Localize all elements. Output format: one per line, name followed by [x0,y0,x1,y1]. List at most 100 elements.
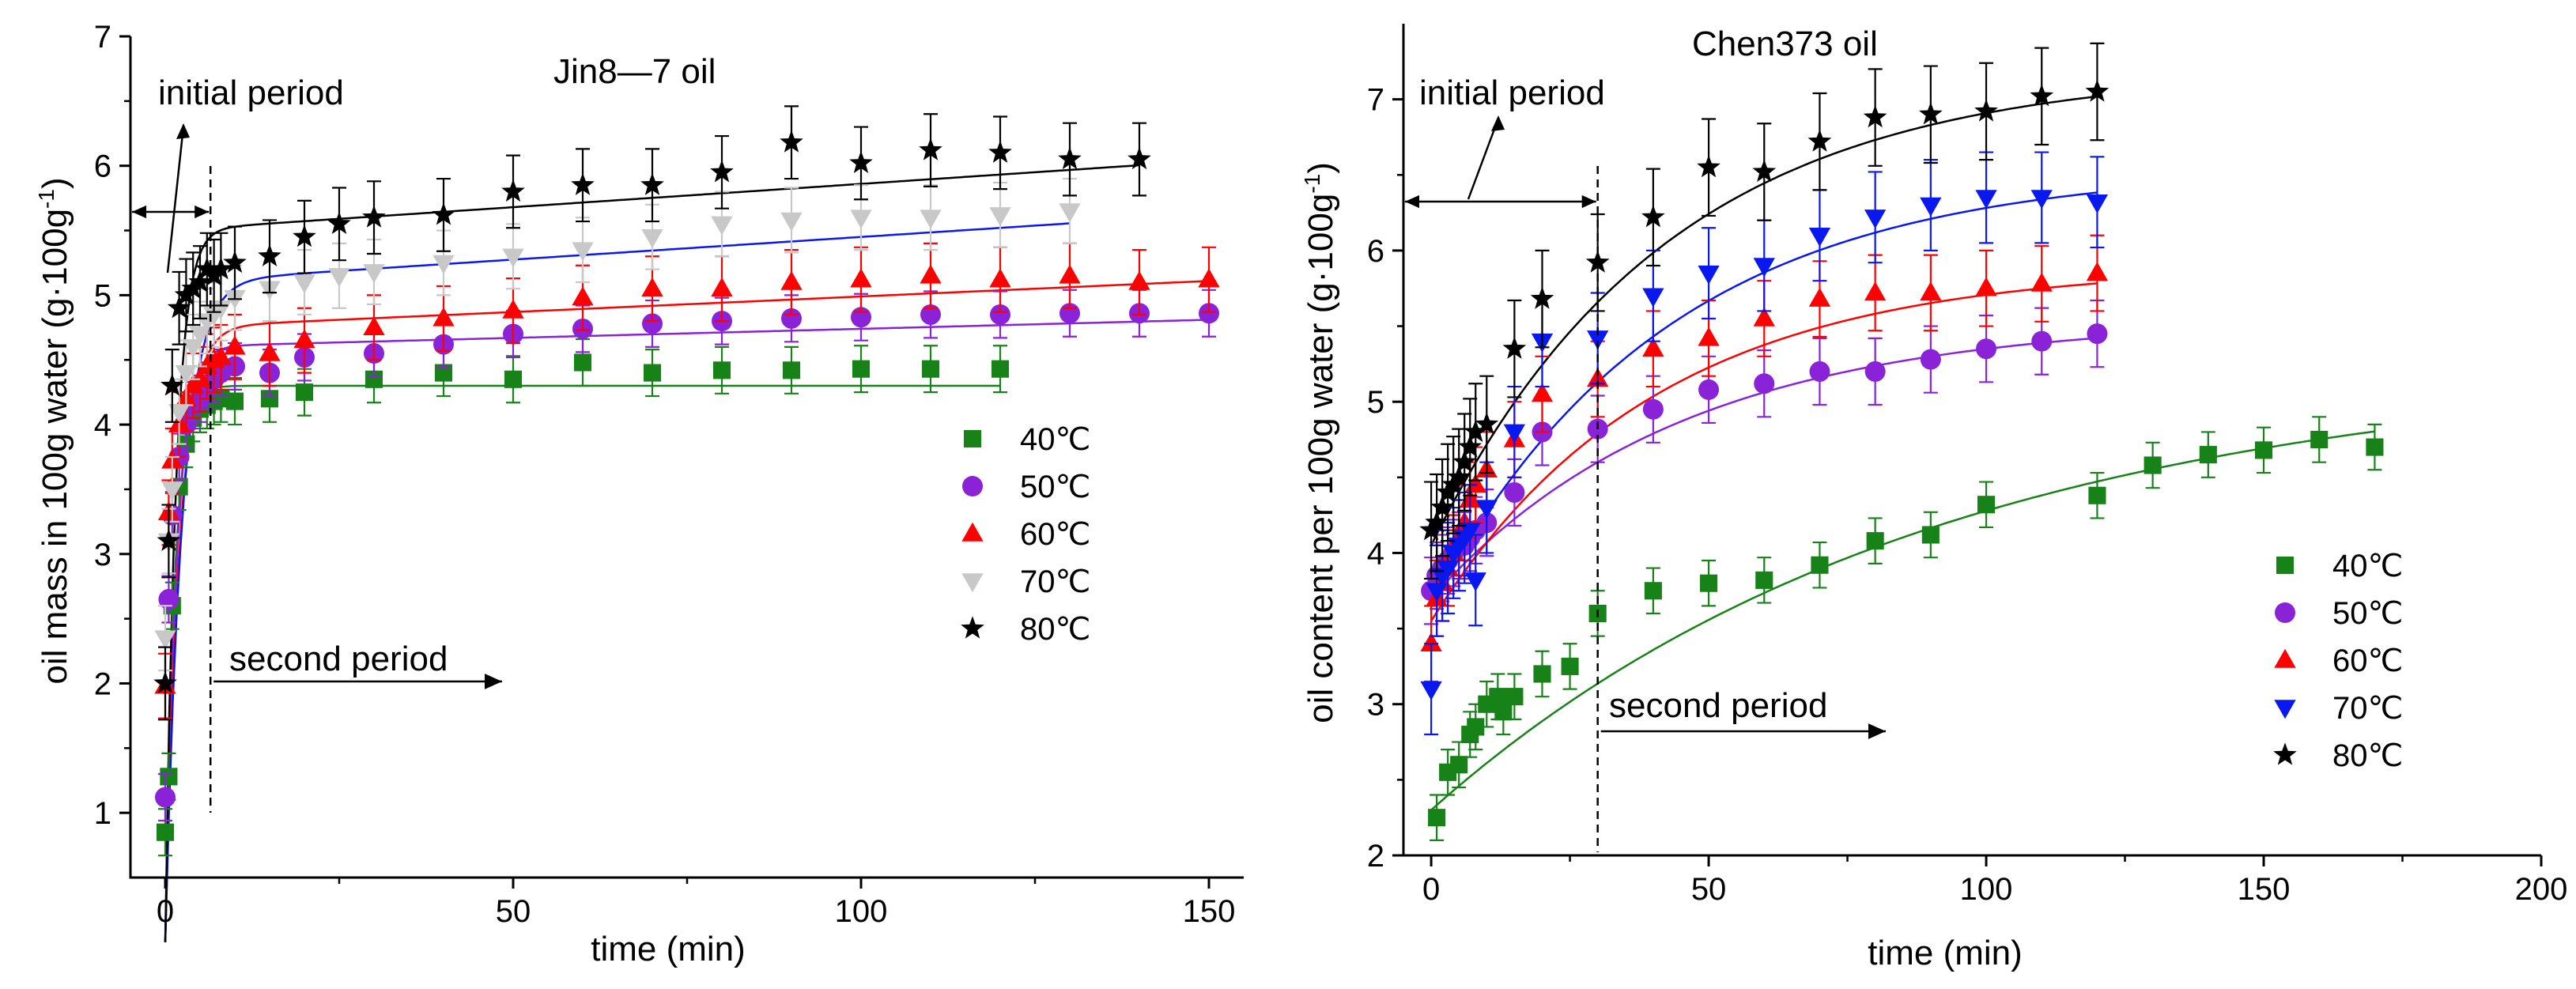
x-tick-label: 0 [157,894,174,929]
data-point [1920,281,1942,301]
data-point [225,392,244,410]
data-point [1459,523,1481,542]
data-point [2031,330,2053,352]
data-point [1475,412,1499,435]
legend-label: 80℃ [2332,738,2403,773]
data-point [1808,228,1831,247]
data-point [153,670,177,694]
legend-label: 40℃ [1020,422,1090,457]
data-point [1504,481,1525,503]
data-point [327,211,351,234]
series-1 [155,289,1219,822]
data-point [1641,205,1665,228]
fit-curves [1430,95,2375,811]
data-point [1502,336,1527,359]
data-point [1561,657,1579,675]
data-point [1807,129,1832,152]
data-point [363,264,385,284]
legend-marker [962,476,983,496]
data-point [1642,337,1664,357]
fit-curve-2 [164,280,1210,942]
data-point [919,138,942,160]
pointer-line [1467,118,1500,200]
y-tick-label: 1 [94,796,111,831]
data-point [160,768,178,786]
y-tick-label: 7 [1367,83,1384,118]
data-point [259,342,281,361]
data-point [1494,703,1513,721]
data-point [189,368,211,387]
legend-label: 50℃ [2332,596,2403,631]
series-3 [1420,151,2109,736]
data-point [1753,258,1775,277]
data-point [1698,379,1720,400]
data-point [710,160,734,183]
pointer-line [166,126,185,274]
data-point [2030,84,2054,107]
data-point [161,481,183,501]
data-point [1863,105,1887,128]
data-point [2199,446,2217,464]
legend-marker [2276,556,2295,575]
data-point [1864,360,1886,382]
legend-marker [961,522,984,542]
legend-label: 70℃ [1020,564,1090,599]
x-tick-label: 200 [2515,872,2568,907]
fit-curves [164,164,1210,942]
series-0 [1428,416,2384,841]
fit-curve-1 [164,319,1210,942]
data-point [921,360,940,378]
second-period-label: second period [229,640,448,678]
data-point [161,373,184,396]
data-point [1059,264,1081,284]
y-axis-label: oil mass in 100g water (g·100g-1) [34,177,74,684]
data-point [195,257,219,280]
x-tick-label: 100 [1960,872,2013,907]
legend-label: 70℃ [2332,691,2403,726]
data-point [1754,373,1775,394]
y-tick-label: 6 [94,149,111,184]
data-point [1058,146,1082,170]
data-point [1059,203,1081,223]
data-point [1864,281,1887,301]
data-point [920,264,942,284]
y-tick-label: 7 [94,20,111,55]
initial-period-label: initial period [158,74,344,112]
data-point [712,361,731,379]
data-point [781,308,802,329]
data-point [2254,441,2273,459]
data-point [189,326,211,345]
y-tick-label: 2 [94,666,111,701]
data-point [432,307,455,327]
data-point [1127,146,1151,170]
data-point [1503,424,1526,444]
data-point [2030,190,2053,210]
axes: 0 50 100 150 1 2 3 4 5 6 7 [94,20,1244,929]
y-tick-label: 5 [94,278,111,313]
chart-title: Jin8—7 oil [553,52,716,91]
data-point [502,248,524,268]
data-point [2085,79,2110,102]
axis-lines [129,36,1244,879]
data-point [181,276,205,299]
data-point [1700,574,1718,592]
data-point [2030,272,2053,292]
y-tick-label: 4 [1367,536,1384,571]
data-point [502,299,524,319]
data-point [2087,323,2108,345]
data-point [1464,419,1488,443]
data-point [1921,526,1940,544]
data-point [1464,572,1486,592]
data-point [2086,194,2109,214]
chart-title: Chen373 oil [1692,25,1878,63]
data-point [1866,532,1884,550]
data-point [1920,197,1942,217]
data-point [641,277,663,296]
data-point [1976,338,1997,360]
y-tick-label: 3 [1367,688,1384,723]
data-point [1920,349,1941,370]
data-point [640,172,664,195]
data-point [1698,327,1720,346]
data-point [1452,450,1477,473]
data-point [852,360,871,378]
